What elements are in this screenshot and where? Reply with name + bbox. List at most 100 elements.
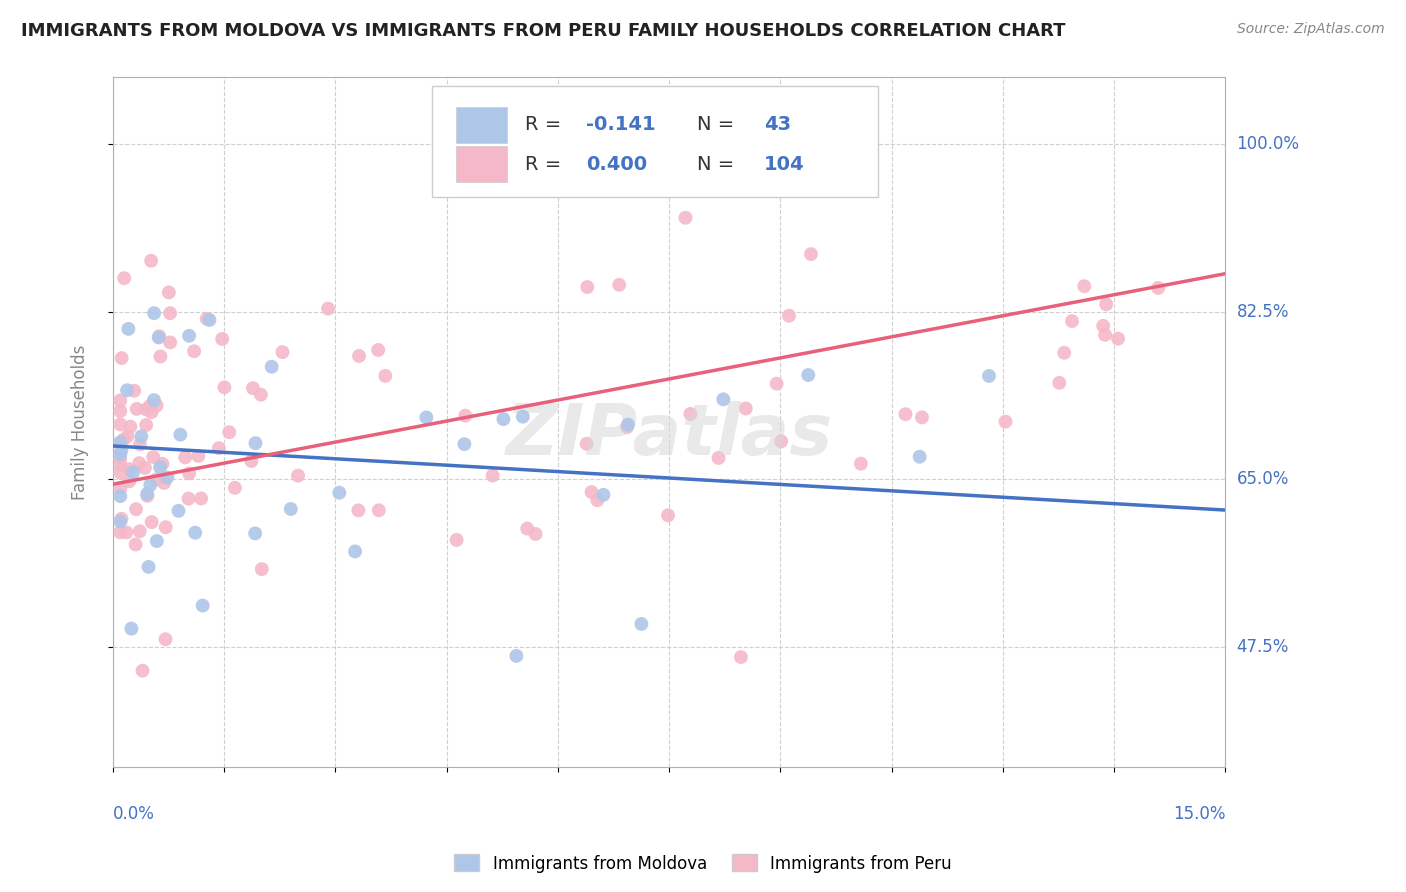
Point [711, 392, 734, 407]
Text: 43: 43 [763, 115, 792, 135]
Point [110, 436, 132, 450]
Point [1092, 318, 1115, 333]
Point [156, 470, 179, 484]
Point [110, 417, 132, 432]
Point [586, 493, 609, 508]
Point [145, 399, 167, 413]
Point [115, 525, 138, 540]
Point [120, 419, 142, 434]
Point [446, 533, 468, 547]
Point [117, 322, 139, 336]
Point [124, 537, 146, 551]
Point [240, 454, 263, 468]
Point [138, 400, 160, 414]
Point [575, 436, 598, 450]
Point [492, 412, 515, 426]
Text: 104: 104 [763, 155, 804, 174]
Point [617, 417, 640, 432]
Point [111, 351, 134, 365]
Point [149, 350, 172, 364]
Point [994, 415, 1017, 429]
Point [287, 468, 309, 483]
Point [159, 335, 181, 350]
Point [894, 407, 917, 421]
Point [344, 544, 367, 558]
Point [675, 211, 697, 225]
Point [242, 381, 264, 395]
Point [141, 405, 163, 419]
Point [145, 472, 167, 486]
Point [1047, 376, 1070, 390]
Point [125, 401, 148, 416]
Point [149, 460, 172, 475]
Point [174, 450, 197, 465]
Point [453, 437, 475, 451]
Point [211, 332, 233, 346]
Point [316, 301, 339, 316]
Text: R =: R = [524, 155, 567, 174]
Point [1060, 314, 1083, 328]
Point [1095, 297, 1118, 311]
Point [110, 481, 132, 495]
Point [797, 368, 820, 382]
Point [148, 329, 170, 343]
Point [1147, 281, 1170, 295]
Point [129, 437, 152, 451]
Text: N =: N = [697, 155, 741, 174]
Point [110, 489, 132, 503]
Point [657, 508, 679, 523]
Point [679, 407, 702, 421]
Point [734, 401, 756, 416]
Text: 82.5%: 82.5% [1237, 303, 1289, 321]
FancyBboxPatch shape [456, 146, 506, 182]
Point [128, 524, 150, 539]
Point [152, 457, 174, 471]
Point [155, 520, 177, 534]
Point [169, 427, 191, 442]
Point [191, 599, 214, 613]
Point [778, 309, 800, 323]
Point [576, 280, 599, 294]
Point [770, 434, 793, 449]
Point [179, 467, 201, 481]
Point [110, 451, 132, 466]
Point [110, 443, 132, 458]
Text: 0.400: 0.400 [586, 155, 647, 174]
Point [271, 345, 294, 359]
Point [120, 622, 142, 636]
Text: N =: N = [697, 115, 741, 135]
Point [177, 491, 200, 506]
Point [1053, 345, 1076, 359]
Point [347, 503, 370, 517]
Text: 15.0%: 15.0% [1173, 805, 1226, 823]
Point [131, 429, 153, 443]
Point [198, 313, 221, 327]
Point [112, 271, 135, 285]
Point [347, 349, 370, 363]
Point [118, 462, 141, 476]
Point [707, 450, 730, 465]
Point [977, 368, 1000, 383]
Text: -0.141: -0.141 [586, 115, 655, 135]
Point [155, 632, 177, 647]
Text: IMMIGRANTS FROM MOLDOVA VS IMMIGRANTS FROM PERU FAMILY HOUSEHOLDS CORRELATION CH: IMMIGRANTS FROM MOLDOVA VS IMMIGRANTS FR… [21, 22, 1066, 40]
Point [800, 247, 823, 261]
Point [128, 456, 150, 470]
Point [110, 458, 132, 472]
Point [190, 491, 212, 506]
Point [138, 560, 160, 574]
Point [110, 525, 132, 540]
Point [183, 344, 205, 359]
Y-axis label: Family Households: Family Households [72, 344, 89, 500]
Point [581, 485, 603, 500]
Point [159, 306, 181, 320]
Text: 47.5%: 47.5% [1237, 638, 1289, 656]
Point [122, 384, 145, 398]
Point [630, 617, 652, 632]
Point [415, 410, 437, 425]
Point [135, 417, 157, 432]
Point [148, 330, 170, 344]
Point [512, 409, 534, 424]
Point [122, 466, 145, 480]
Point [157, 285, 180, 300]
